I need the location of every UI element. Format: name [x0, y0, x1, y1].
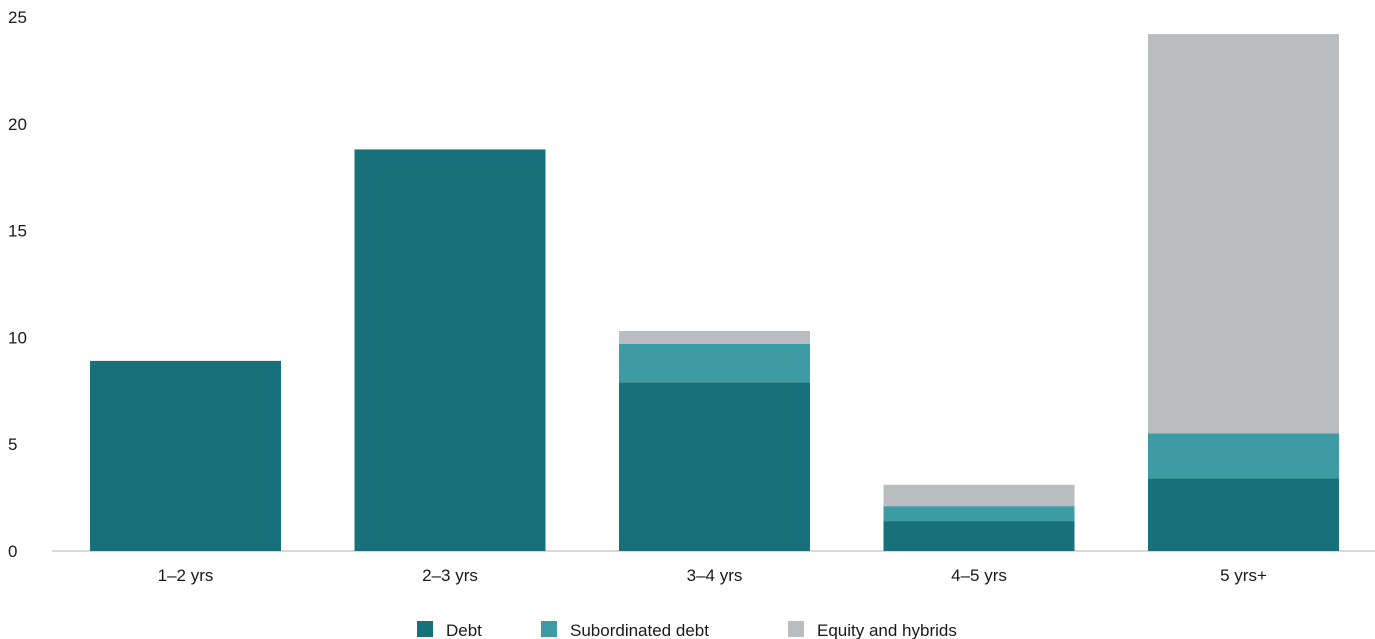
bar-subordinated-debt	[1148, 434, 1339, 479]
legend-swatch	[417, 621, 433, 637]
legend-label: Equity and hybrids	[817, 621, 957, 639]
legend-label: Debt	[446, 621, 482, 639]
bar-equity-and-hybrids	[884, 485, 1075, 506]
bar-debt	[1148, 478, 1339, 551]
y-tick-label: 15	[8, 222, 27, 241]
y-tick-label: 25	[8, 8, 27, 27]
bar-debt	[355, 149, 546, 551]
bar-debt	[90, 361, 281, 551]
legend-swatch	[541, 621, 557, 637]
bar-equity-and-hybrids	[619, 331, 810, 344]
x-tick-label: 2–3 yrs	[422, 566, 478, 585]
bar-subordinated-debt	[884, 506, 1075, 521]
x-axis-ticks: 1–2 yrs 2–3 yrs 3–4 yrs 4–5 yrs 5 yrs+	[158, 566, 1267, 585]
bars	[90, 34, 1339, 551]
y-axis-ticks: 0 5 10 15 20 25	[8, 8, 27, 561]
legend-label: Subordinated debt	[570, 621, 709, 639]
legend-swatch	[788, 621, 804, 637]
x-tick-label: 1–2 yrs	[158, 566, 214, 585]
bar-debt	[619, 382, 810, 551]
bar-debt	[884, 521, 1075, 551]
bar-subordinated-debt	[619, 344, 810, 382]
y-tick-label: 0	[8, 542, 17, 561]
y-tick-label: 10	[8, 328, 27, 347]
x-tick-label: 4–5 yrs	[951, 566, 1007, 585]
y-tick-label: 5	[8, 435, 17, 454]
x-tick-label: 3–4 yrs	[687, 566, 743, 585]
y-tick-label: 20	[8, 115, 27, 134]
bar-equity-and-hybrids	[1148, 34, 1339, 433]
x-tick-label: 5 yrs+	[1220, 566, 1267, 585]
legend: Debt Subordinated debt Equity and hybrids	[417, 621, 957, 639]
